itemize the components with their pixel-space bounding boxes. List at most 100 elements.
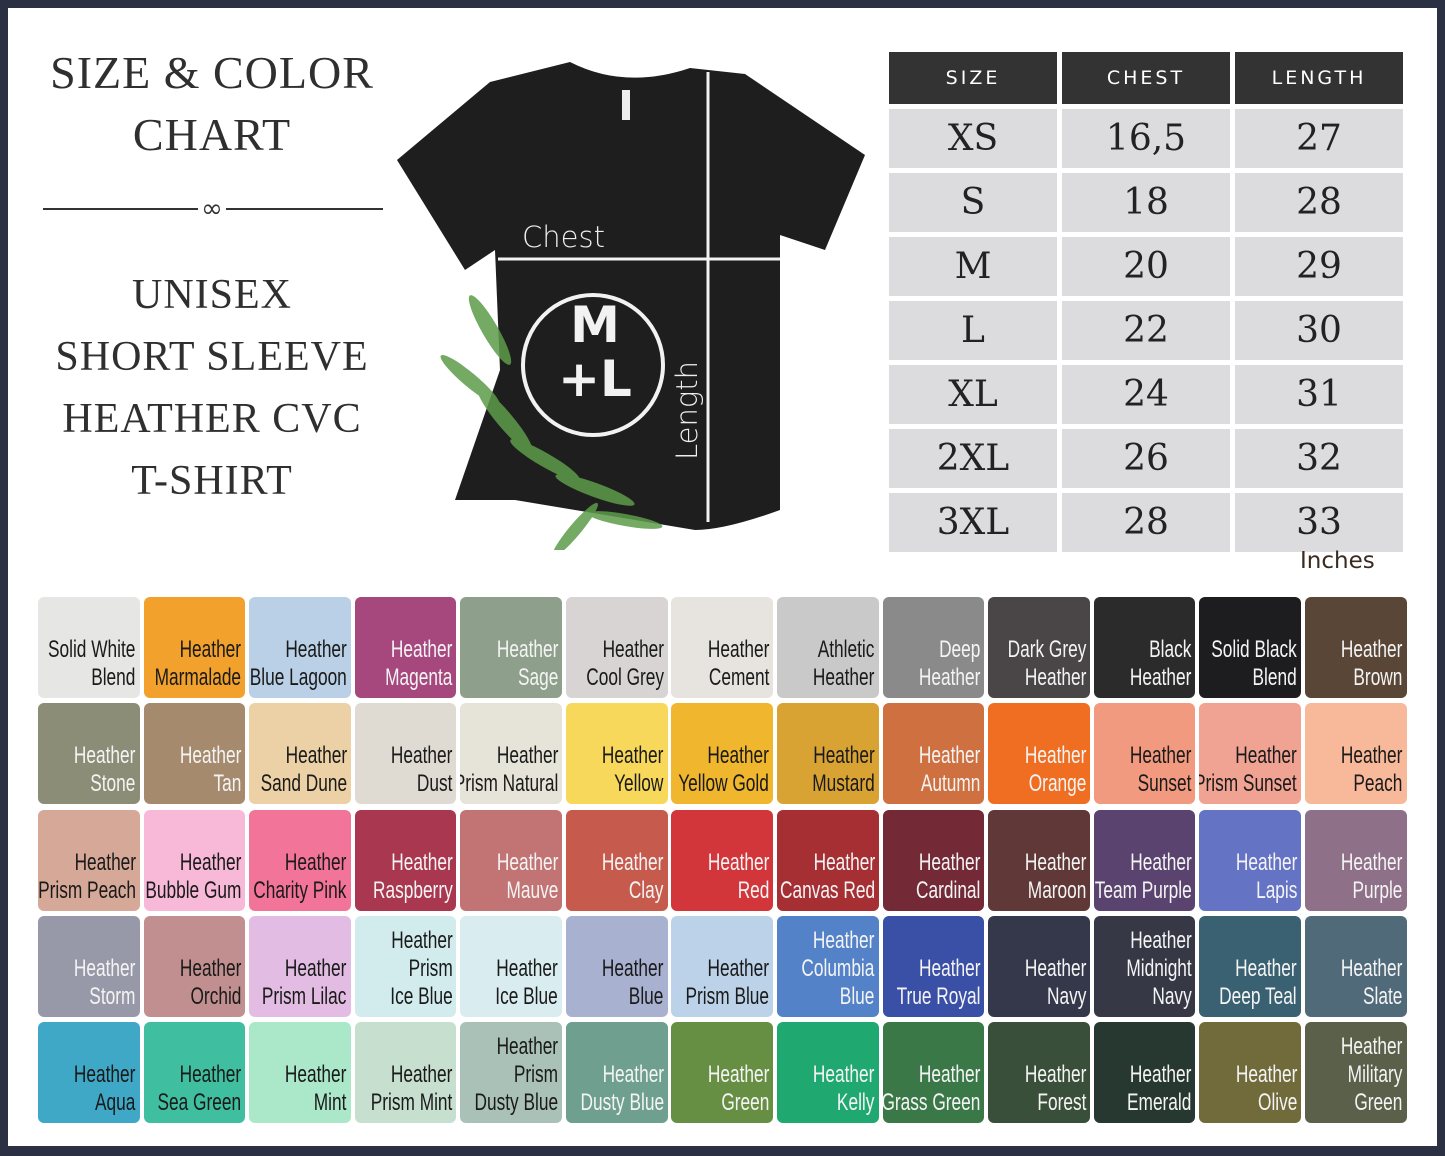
color-name: Heather Magenta <box>385 636 453 691</box>
color-swatch: Heather Autumn <box>882 703 985 805</box>
color-swatch: Heather Raspberry <box>354 809 457 911</box>
color-swatch: Heather Olive <box>1199 1022 1302 1124</box>
logo-top: M <box>570 296 620 354</box>
color-swatch: Dark Grey Heather <box>988 597 1090 698</box>
color-swatch: Solid Black Blend <box>1199 597 1302 698</box>
color-swatch: Heather Kelly <box>777 1022 879 1124</box>
color-name: Heather Mauve <box>496 848 558 904</box>
color-swatch: Heather Yellow Gold <box>671 703 774 805</box>
chest-label: Chest <box>522 220 605 254</box>
size-row: 3XL 28 33 <box>889 493 1403 552</box>
color-swatch: Heather Marmalade <box>143 597 246 698</box>
color-name: Heather Autumn <box>918 742 981 798</box>
color-name: Heather Brown <box>1341 636 1403 691</box>
size-row: XL 24 31 <box>889 365 1403 424</box>
color-name: Heather Slate <box>1341 954 1403 1010</box>
color-swatch: Heather True Royal <box>882 915 985 1017</box>
size-cell: 3XL <box>889 493 1057 552</box>
color-name: Heather Sand Dune <box>260 742 347 798</box>
length-label: Length <box>670 360 704 460</box>
color-name: Heather Prism Lilac <box>262 954 347 1010</box>
header-size: SIZE <box>889 52 1057 104</box>
color-name: Heather Blue Lagoon <box>249 636 347 691</box>
header-chest: CHEST <box>1062 52 1230 104</box>
color-name: Heather Prism Natural <box>460 742 558 798</box>
color-swatch: Heather Mauve <box>460 809 562 911</box>
color-swatch: Heather Prism Ice Blue <box>354 915 457 1017</box>
color-name: Heather Prism Mint <box>370 1061 453 1117</box>
color-swatch: Heather Deep Teal <box>1199 915 1302 1017</box>
color-swatch: Heather Stone <box>38 703 140 805</box>
length-cell: 32 <box>1235 429 1403 488</box>
color-swatch: Deep Heather <box>882 597 985 698</box>
color-swatch: Heather Prism Lilac <box>249 915 351 1017</box>
tshirt-diagram: Chest Length M +L <box>395 60 870 558</box>
color-name: Heather Bubble Gum <box>145 848 242 904</box>
color-name: Heather Maroon <box>1024 848 1086 904</box>
color-name: Heather Blue <box>602 954 664 1010</box>
color-swatch: Heather Sand Dune <box>249 703 351 805</box>
color-swatch: Heather Prism Dusty Blue <box>460 1022 562 1124</box>
color-name: Heather Yellow <box>602 742 664 798</box>
color-name: Heather Sunset <box>1129 742 1192 798</box>
color-swatch: Heather Red <box>671 809 774 911</box>
color-name: Heather Lapis <box>1235 848 1298 904</box>
chest-cell: 16,5 <box>1062 109 1230 168</box>
chest-cell: 26 <box>1062 429 1230 488</box>
color-swatch: Heather Brown <box>1304 597 1407 698</box>
color-name: Heather Purple <box>1341 848 1403 904</box>
color-name: Heather Aqua <box>74 1061 136 1117</box>
color-swatch: Heather Tan <box>143 703 246 805</box>
color-swatch: Heather Lapis <box>1199 809 1302 911</box>
color-swatch: Athletic Heather <box>777 597 879 698</box>
product-line: UNISEX <box>132 272 292 318</box>
color-swatch: Heather Ice Blue <box>460 915 562 1017</box>
units-label: Inches <box>1300 548 1375 574</box>
color-name: Heather Canvas Red <box>779 848 875 904</box>
color-swatch: Heather Slate <box>1304 915 1407 1017</box>
color-swatch: Heather Prism Sunset <box>1199 703 1302 805</box>
color-name: Heather Cool Grey <box>585 636 664 691</box>
color-name: Heather Team Purple <box>1094 848 1192 904</box>
color-name: Heather Kelly <box>813 1061 875 1117</box>
color-swatch: Heather Prism Peach <box>38 809 140 911</box>
color-swatch: Heather Sunset <box>1093 703 1196 805</box>
color-name: Heather Raspberry <box>372 848 453 904</box>
color-swatch: Heather Cool Grey <box>565 597 668 698</box>
color-name: Heather Peach <box>1341 742 1403 798</box>
color-swatch: Heather Blue <box>565 915 668 1017</box>
size-cell: XS <box>889 109 1057 168</box>
color-swatch: Heather Storm <box>38 915 140 1017</box>
product-line: HEATHER CVC <box>62 396 362 442</box>
color-name: Heather Red <box>707 848 770 904</box>
color-swatch: Heather Sea Green <box>143 1022 246 1124</box>
chest-cell: 24 <box>1062 365 1230 424</box>
color-name: Heather Cardinal <box>915 848 981 904</box>
tshirt-icon <box>397 62 865 558</box>
color-swatch: Solid White Blend <box>38 597 140 698</box>
size-cell: L <box>889 301 1057 360</box>
color-name: Heather Olive <box>1235 1061 1298 1117</box>
color-swatch: Heather Maroon <box>988 809 1090 911</box>
length-cell: 28 <box>1235 173 1403 232</box>
color-name: Solid Black Blend <box>1211 636 1298 691</box>
color-name: Heather Emerald <box>1127 1061 1192 1117</box>
color-name: Heather Green <box>707 1061 770 1117</box>
color-name: Heather Forest <box>1024 1061 1086 1117</box>
color-name: Black Heather <box>1129 636 1192 691</box>
size-cell: S <box>889 173 1057 232</box>
size-row: 2XL 26 32 <box>889 429 1403 488</box>
color-name: Heather Mint <box>285 1061 347 1117</box>
color-name: Heather Midnight Navy <box>1126 926 1192 1010</box>
color-swatch: Heather Orange <box>988 703 1090 805</box>
color-name: Heather Yellow Gold <box>678 742 770 798</box>
chest-cell: 18 <box>1062 173 1230 232</box>
color-swatch: Heather Midnight Navy <box>1093 915 1196 1017</box>
color-swatch: Black Heather <box>1093 597 1196 698</box>
size-row: L 22 30 <box>889 301 1403 360</box>
color-swatch: Heather Team Purple <box>1093 809 1196 911</box>
color-swatch: Heather Peach <box>1304 703 1407 805</box>
color-name: Heather Columbia Blue <box>801 926 875 1010</box>
color-name: Heather Prism Blue <box>685 954 770 1010</box>
color-name: Heather Ice Blue <box>495 954 558 1010</box>
